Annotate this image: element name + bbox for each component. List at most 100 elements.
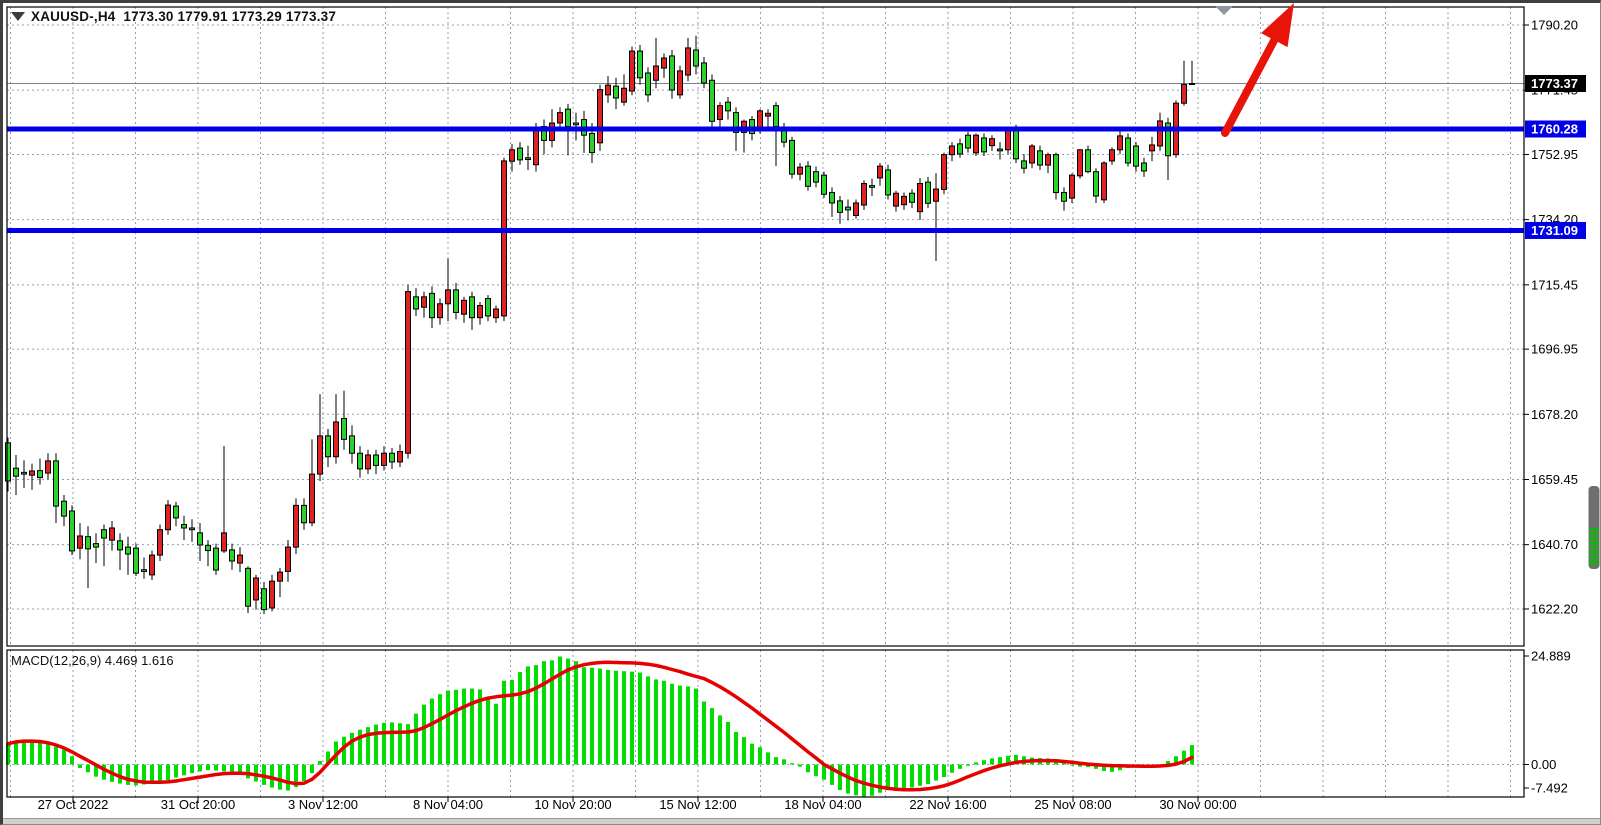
macd-bar: [438, 694, 442, 765]
bear-candle: [805, 165, 811, 187]
macd-bar: [1078, 764, 1082, 767]
bear-candle: [453, 289, 459, 313]
macd-bar: [878, 764, 882, 793]
macd-bar: [54, 746, 58, 765]
macd-bar: [1174, 756, 1178, 765]
bear-candle: [85, 536, 91, 550]
macd-tick-label: 24.889: [1531, 649, 1571, 664]
macd-bar: [702, 701, 706, 765]
macd-bar: [254, 764, 258, 782]
bear-candle: [869, 185, 875, 188]
bear-candle: [669, 55, 675, 91]
macd-bar: [318, 761, 322, 765]
macd-bar: [142, 764, 146, 785]
bull-candle: [765, 112, 771, 117]
price-tick-label: 1678.20: [1531, 407, 1578, 422]
macd-bar: [22, 741, 26, 765]
macd-bar: [734, 731, 738, 765]
bear-candle: [589, 132, 595, 154]
macd-bar: [166, 764, 170, 781]
time-tick-label: 15 Nov 12:00: [659, 797, 736, 812]
bull-candle: [557, 112, 563, 124]
bear-candle: [1053, 154, 1059, 194]
bull-candle: [1189, 83, 1195, 86]
macd-bar: [294, 764, 298, 788]
trend-arrow[interactable]: [1221, 3, 1294, 137]
bull-candle: [397, 451, 403, 463]
macd-bar: [1190, 745, 1194, 765]
bear-candle: [573, 122, 579, 126]
macd-bar: [990, 758, 994, 765]
bear-candle: [413, 296, 419, 310]
macd-bar: [558, 656, 562, 765]
macd-bar: [958, 764, 962, 769]
macd-bar: [758, 747, 762, 765]
grid-lines: [7, 7, 1524, 797]
macd-bar: [1102, 764, 1106, 772]
macd-bar: [982, 760, 986, 765]
price-tick-label: 1622.20: [1531, 601, 1578, 616]
bull-candle: [437, 303, 443, 319]
bull-candle: [1149, 144, 1155, 152]
macd-bar: [694, 688, 698, 765]
bear-candle: [1141, 162, 1147, 172]
bear-candle: [725, 101, 731, 112]
chart-canvas[interactable]: 1790.201771.451752.951734.201715.451696.…: [3, 3, 1601, 825]
bear-candle: [357, 452, 363, 470]
chart-dropdown-icon[interactable]: [11, 12, 25, 21]
macd-bar: [942, 764, 946, 778]
bull-candle: [277, 571, 283, 582]
macd-bar: [918, 764, 922, 786]
macd-bar: [302, 764, 306, 781]
bear-candle: [837, 200, 843, 213]
bull-candle: [421, 296, 427, 308]
bull-candle: [853, 202, 859, 216]
macd-bar: [382, 722, 386, 765]
bear-candle: [69, 510, 75, 552]
bull-candle: [77, 535, 83, 549]
bear-candle: [125, 546, 131, 555]
macd-bar: [662, 680, 666, 765]
bear-candle: [829, 192, 835, 204]
macd-bar: [1014, 754, 1018, 765]
macd-bar: [950, 764, 954, 773]
bear-candle: [1085, 149, 1091, 173]
bear-candle: [189, 527, 195, 531]
bull-candle: [45, 460, 51, 474]
bull-candle: [29, 470, 35, 476]
macd-bar: [1062, 762, 1066, 765]
bear-candle: [1013, 129, 1019, 160]
bull-candle: [973, 134, 979, 154]
object-anchor-icon[interactable]: [1215, 6, 1233, 15]
bear-candle: [997, 148, 1003, 152]
macd-bar: [686, 686, 690, 765]
time-tick-label: 30 Nov 00:00: [1159, 797, 1236, 812]
bear-candle: [1125, 137, 1131, 164]
macd-tick-label: -7.492: [1531, 781, 1568, 796]
macd-bar: [566, 658, 570, 765]
bear-candle: [101, 529, 107, 539]
macd-bar: [670, 683, 674, 765]
price-tick-label: 1715.45: [1531, 277, 1578, 292]
macd-bar: [966, 764, 970, 766]
bear-candle: [1021, 160, 1027, 169]
macd-bar: [430, 698, 434, 765]
bull-candle: [1045, 154, 1051, 166]
bear-candle: [141, 569, 147, 572]
macd-bar: [638, 672, 642, 765]
bear-candle: [981, 137, 987, 153]
macd-bar: [742, 737, 746, 765]
macd-bar: [486, 698, 490, 765]
macd-bar: [598, 668, 602, 765]
macd-bar: [494, 703, 498, 765]
macd-bar: [174, 764, 178, 778]
macd-bar: [78, 764, 82, 768]
macd-bar: [830, 764, 834, 785]
bull-candle: [1069, 174, 1075, 199]
bear-candle: [885, 169, 891, 196]
chart-title-bar: XAUUSD-,H4 1773.30 1779.91 1773.29 1773.…: [11, 9, 336, 24]
bear-candle: [197, 532, 203, 546]
macd-bar: [358, 729, 362, 765]
bear-candle: [173, 505, 179, 519]
scrollbar-thumb[interactable]: [1588, 486, 1600, 569]
